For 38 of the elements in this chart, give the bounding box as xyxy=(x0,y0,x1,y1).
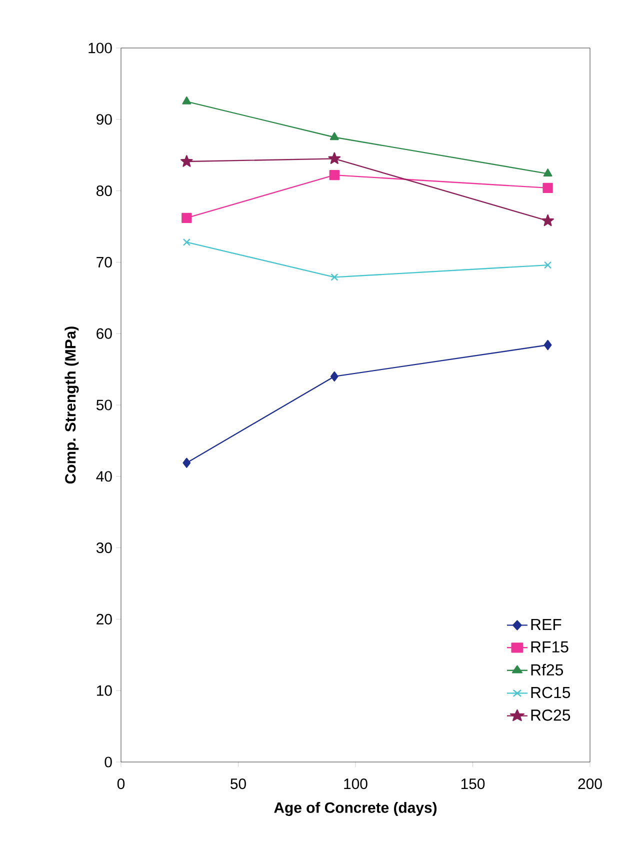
point xyxy=(182,212,192,224)
point xyxy=(543,168,552,176)
y-tick-label: 80 xyxy=(96,186,112,196)
point xyxy=(182,458,191,468)
point xyxy=(182,96,192,104)
legend-label: RC25 xyxy=(531,709,570,721)
x-axis-title: Age of Concrete (days) xyxy=(274,802,437,816)
y-tick-label: 50 xyxy=(96,400,112,410)
y-tick-label: 30 xyxy=(96,542,112,554)
point xyxy=(329,170,340,180)
point xyxy=(330,273,338,281)
point xyxy=(544,340,552,350)
point xyxy=(542,182,553,194)
y-tick-label: 100 xyxy=(88,42,112,54)
legend-label: RF15 xyxy=(531,641,568,653)
y-axis-title: Comp. Strength (MPa) xyxy=(64,326,79,484)
point xyxy=(330,371,338,382)
point xyxy=(182,238,190,246)
point xyxy=(180,155,193,167)
legend-label: REF xyxy=(531,618,562,630)
point xyxy=(328,152,341,164)
x-tick-label: 200 xyxy=(578,778,602,790)
y-tick-label: 90 xyxy=(96,114,112,125)
x-tick-label: 0 xyxy=(117,778,125,790)
y-tick-label: 10 xyxy=(97,685,112,696)
legend-label: RC15 xyxy=(531,686,570,698)
y-tick-label: 60 xyxy=(96,328,112,339)
y-tick-label: 20 xyxy=(96,614,112,624)
legend-label: Rf25 xyxy=(531,664,563,676)
point xyxy=(544,261,552,269)
point xyxy=(330,132,339,140)
x-tick-label: 100 xyxy=(344,778,368,790)
y-tick-label: 0 xyxy=(104,756,112,768)
x-tick-label: 50 xyxy=(230,778,246,790)
point xyxy=(542,214,554,226)
y-tick-label: 40 xyxy=(96,471,112,482)
y-tick-label: 70 xyxy=(96,256,112,268)
x-tick-label: 150 xyxy=(461,778,485,790)
